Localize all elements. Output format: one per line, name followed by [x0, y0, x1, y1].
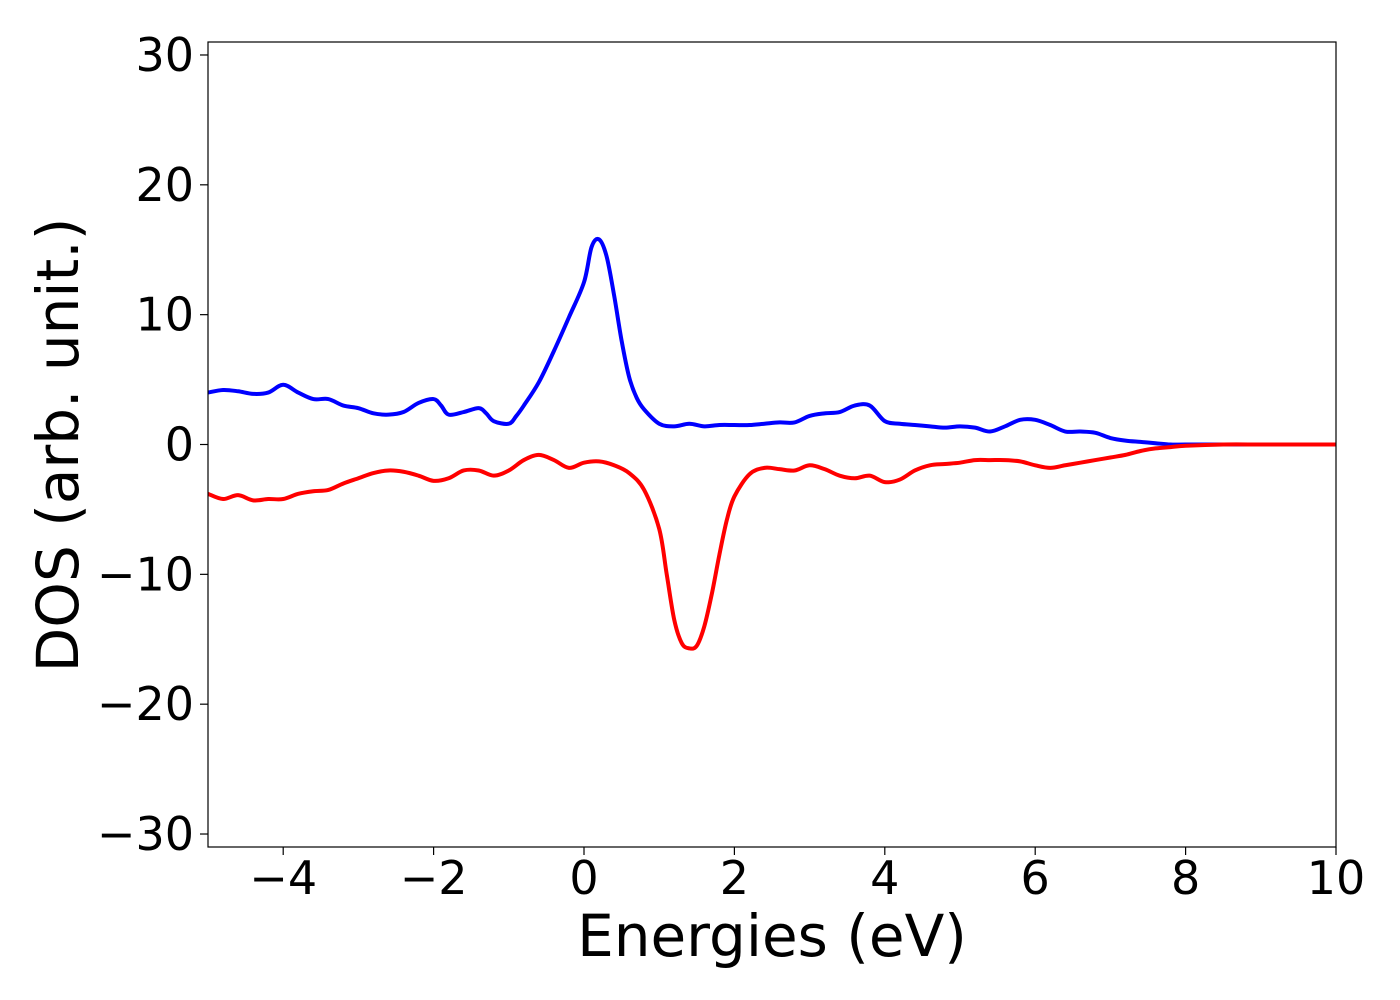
x-tick-label: 10 — [1307, 851, 1366, 905]
series-layer — [208, 236, 1336, 651]
x-tick-label: 6 — [1021, 851, 1050, 905]
x-tick-label: 0 — [569, 851, 598, 905]
x-axis-label: Energies (eV) — [577, 902, 967, 970]
y-tick-label: 0 — [165, 418, 194, 472]
x-tick-label: 4 — [870, 851, 899, 905]
x-tick-label: −4 — [249, 851, 317, 905]
x-tick-label: 8 — [1171, 851, 1200, 905]
y-axis-label: DOS (arb. unit.) — [24, 218, 92, 673]
dos-series-line-1 — [208, 236, 1336, 447]
y-tick-label: 20 — [135, 158, 194, 212]
y-tick-label: −10 — [97, 547, 194, 601]
y-tick-label: 10 — [135, 288, 194, 342]
y-tick-label: −30 — [97, 807, 194, 861]
y-tick-label: −20 — [97, 677, 194, 731]
dos-series-line-2 — [208, 442, 1336, 651]
x-tick-label: 2 — [720, 851, 749, 905]
y-tick-label: 30 — [135, 28, 194, 82]
x-tick-label: −2 — [400, 851, 468, 905]
